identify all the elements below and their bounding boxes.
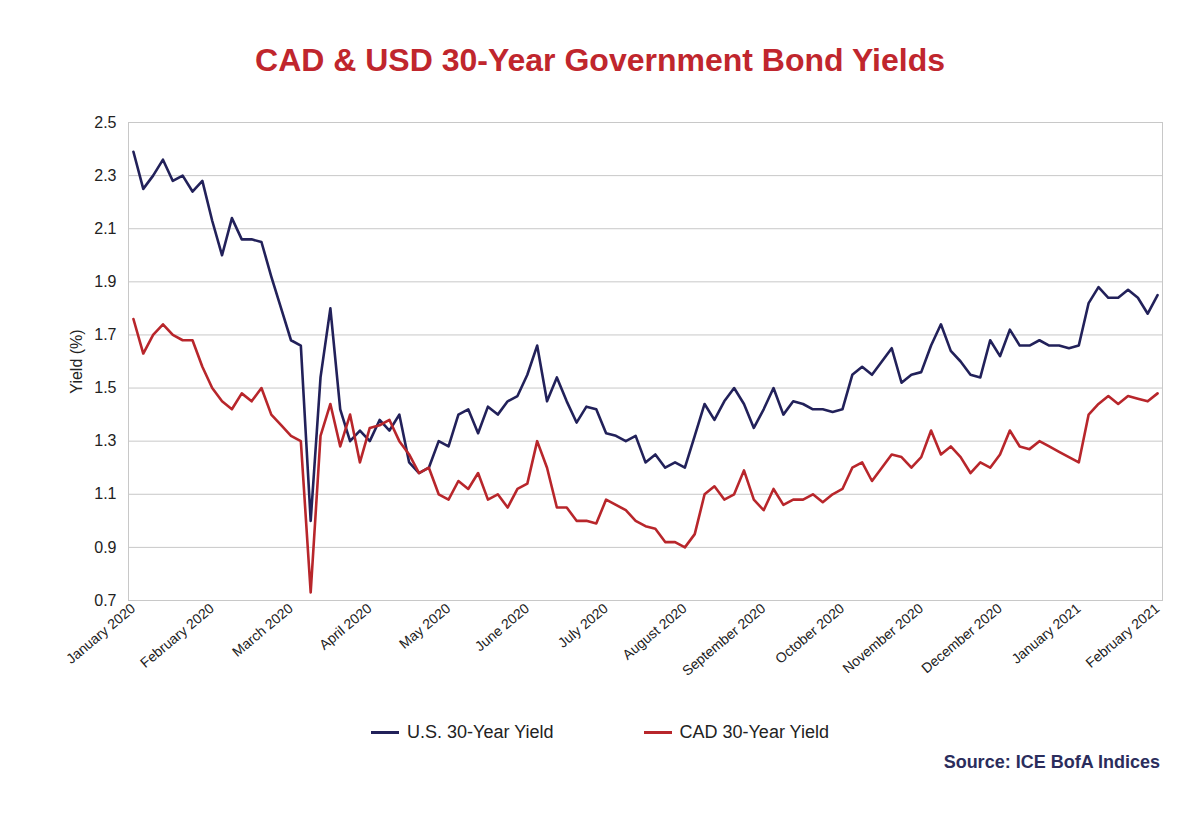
svg-text:January 2021: January 2021	[1008, 600, 1083, 667]
svg-text:1.7: 1.7	[94, 326, 116, 343]
svg-text:1.9: 1.9	[94, 273, 116, 290]
svg-text:2.5: 2.5	[94, 114, 116, 131]
svg-text:July 2020: July 2020	[555, 600, 611, 651]
svg-text:March 2020: March 2020	[229, 600, 296, 660]
svg-text:October 2020: October 2020	[772, 600, 847, 667]
svg-text:April 2020: April 2020	[316, 600, 375, 653]
svg-text:1.5: 1.5	[94, 379, 116, 396]
svg-text:2.3: 2.3	[94, 167, 116, 184]
svg-text:February 2021: February 2021	[1082, 600, 1162, 671]
svg-text:February 2020: February 2020	[137, 600, 217, 671]
svg-text:September 2020: September 2020	[679, 600, 769, 679]
svg-text:Yield (%): Yield (%)	[68, 329, 85, 393]
svg-text:2.1: 2.1	[94, 220, 116, 237]
svg-text:May 2020: May 2020	[396, 600, 454, 652]
svg-text:August 2020: August 2020	[619, 600, 690, 663]
svg-text:January 2020: January 2020	[63, 600, 138, 667]
svg-text:November 2020: November 2020	[839, 600, 926, 676]
svg-text:0.9: 0.9	[94, 539, 116, 556]
html-text:U.S. 30-Year Yield: U.S. 30-Year Yield	[407, 721, 554, 742]
svg-text:1.1: 1.1	[94, 485, 116, 502]
html-text:CAD 30-Year Yield: CAD 30-Year Yield	[679, 721, 829, 742]
svg-text:0.7: 0.7	[94, 592, 116, 609]
svg-text:June 2020: June 2020	[472, 600, 533, 654]
html-text:Source: ICE BofA Indices: Source: ICE BofA Indices	[943, 752, 1160, 772]
svg-text:December 2020: December 2020	[918, 600, 1005, 676]
html-text:CAD & USD 30-Year Government B: CAD & USD 30-Year Government Bond Yields	[255, 42, 945, 78]
svg-text:1.3: 1.3	[94, 432, 116, 449]
